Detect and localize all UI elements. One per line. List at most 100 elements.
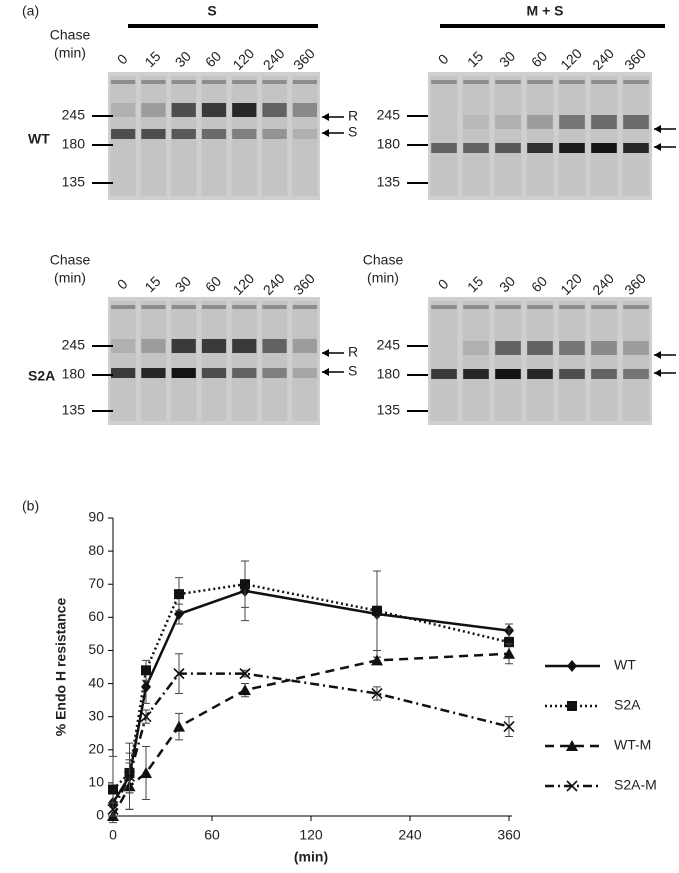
y-tick-label: 40: [88, 674, 104, 690]
gel-band: [463, 115, 489, 129]
gel-band: [171, 368, 196, 378]
lane-label: 30: [496, 48, 518, 70]
lane-label: 360: [290, 45, 318, 73]
gel-band: [292, 368, 317, 378]
gel-band: [201, 80, 227, 84]
marker: [239, 668, 251, 680]
legend-label: WT: [614, 657, 636, 673]
gel-lane: [558, 76, 586, 196]
y-tick-label: 50: [88, 641, 104, 657]
gel-lane: [462, 76, 490, 196]
gel-band: [111, 80, 136, 84]
band-label: S: [348, 124, 357, 140]
marker: [504, 637, 514, 648]
arrow-head: [322, 129, 329, 137]
gel-band: [262, 339, 287, 353]
mw-label: 245: [62, 337, 86, 353]
gel-band: [559, 80, 585, 84]
chase-label: Chase: [50, 252, 91, 268]
gel-band: [495, 115, 521, 129]
marker: [141, 680, 151, 693]
gel-band: [591, 341, 617, 355]
gel-lane: [201, 76, 227, 196]
gel-band: [463, 341, 489, 355]
gel-band: [623, 341, 649, 355]
arrow-head: [654, 369, 661, 377]
panel-label: (b): [22, 498, 39, 514]
gel-band: [201, 305, 227, 309]
gel-band: [262, 129, 287, 139]
gel-band: [201, 103, 227, 117]
lane-label: 60: [528, 273, 550, 295]
lane-label: 0: [435, 276, 452, 293]
y-tick-label: 30: [88, 707, 104, 723]
legend-marker: [566, 740, 578, 751]
gel-band: [111, 129, 136, 139]
y-tick-label: 20: [88, 740, 104, 756]
panel-label: (a): [22, 3, 39, 19]
gel-lane: [462, 301, 490, 421]
gel-band: [463, 369, 489, 379]
gel-band: [463, 80, 489, 84]
gel-band: [171, 305, 196, 309]
gel-band: [623, 115, 649, 129]
gel-band: [292, 305, 317, 309]
band-label: R: [348, 344, 358, 360]
gel-band: [232, 305, 257, 309]
gel-band: [171, 129, 196, 139]
gel-band: [292, 103, 317, 117]
gel-band: [623, 143, 649, 153]
chase-unit: (min): [54, 45, 86, 61]
mw-label: 180: [377, 136, 401, 152]
gel-lane: [622, 76, 650, 196]
gel-band: [232, 80, 257, 84]
gel-band: [201, 339, 227, 353]
arrow-head: [654, 143, 661, 151]
gel-band: [527, 369, 553, 379]
gel-band: [623, 80, 649, 84]
gel-band: [463, 305, 489, 309]
lane-label: 360: [621, 270, 649, 298]
gel-band: [141, 339, 166, 353]
gel-band: [559, 341, 585, 355]
marker: [371, 687, 383, 700]
lane-label: 360: [290, 270, 318, 298]
gel-band: [292, 129, 317, 139]
gel-band: [591, 115, 617, 129]
gel-lane: [430, 76, 458, 196]
gel-band: [262, 305, 287, 309]
x-tick-label: 0: [109, 827, 117, 843]
gel-band: [141, 305, 166, 309]
marker: [140, 711, 152, 723]
gel-band: [559, 115, 585, 129]
gel-lane: [526, 301, 554, 421]
marker: [141, 665, 151, 676]
y-tick-label: 0: [96, 807, 104, 823]
gel-band: [232, 368, 257, 378]
gel-lane: [292, 76, 318, 196]
legend-label: WT-M: [614, 737, 651, 753]
gel-lane: [231, 76, 258, 196]
legend-marker: [567, 701, 577, 711]
gel-band: [111, 339, 136, 353]
gel-band: [559, 305, 585, 309]
gel-lane: [261, 76, 288, 196]
marker: [372, 605, 382, 616]
marker: [123, 770, 136, 782]
lane-label: 240: [260, 270, 288, 298]
chase-unit: (min): [54, 270, 86, 286]
arrow-head: [654, 125, 661, 133]
marker: [173, 668, 185, 680]
gel-band: [232, 339, 257, 353]
gel-band: [141, 103, 166, 117]
x-axis-label: (min): [294, 849, 328, 865]
lane-label: 30: [496, 273, 518, 295]
lane-label: 240: [589, 45, 617, 73]
gel-band: [141, 129, 166, 139]
lane-label: 0: [114, 276, 131, 293]
gel-band: [623, 369, 649, 379]
series-line: [111, 589, 510, 804]
lane-label: 120: [229, 45, 257, 73]
gel-band: [292, 339, 317, 353]
gel-band: [431, 80, 457, 84]
